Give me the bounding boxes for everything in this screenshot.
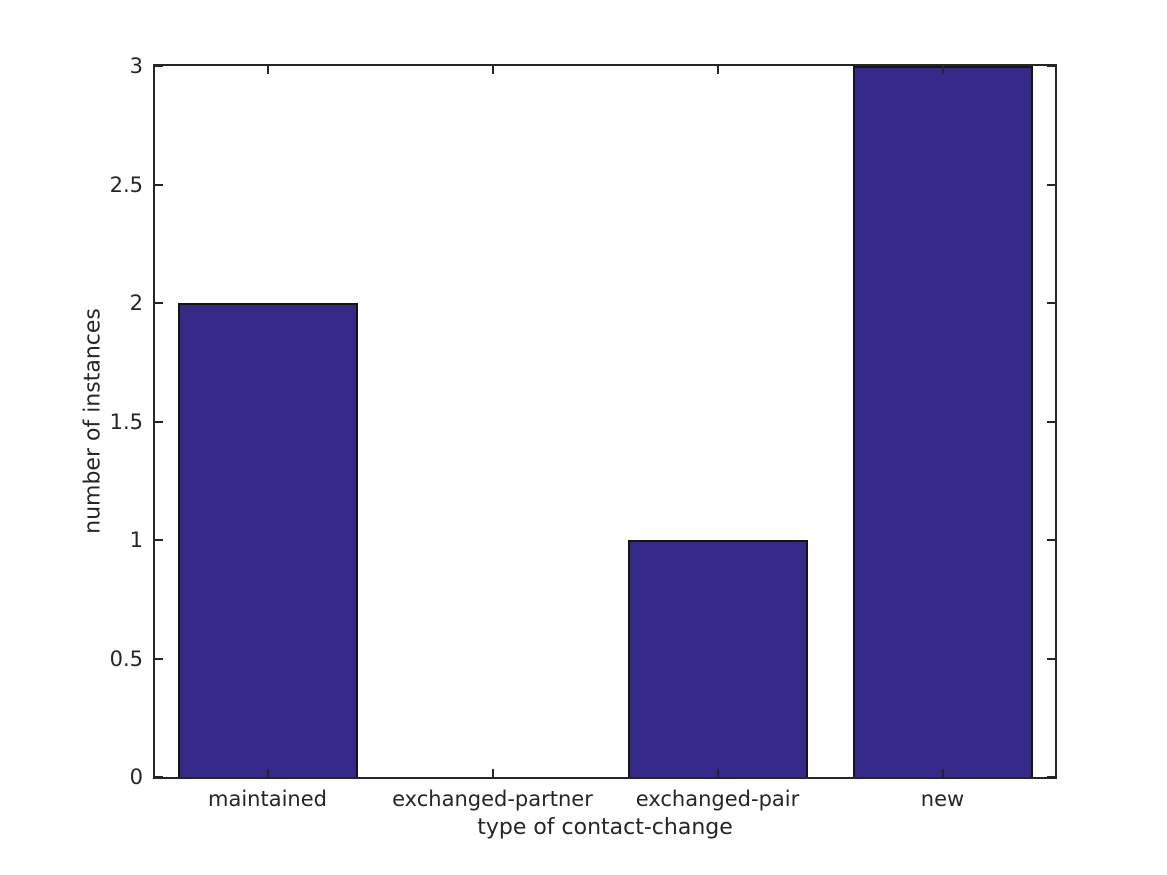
y-tick-label: 1 [129,528,143,552]
x-tick-top [941,66,944,74]
x-tick-label-exchanged-partner: exchanged-partner [392,787,593,811]
y-tick-label: 0.5 [109,646,143,671]
x-tick-top [266,66,269,74]
y-tick-label: 0 [129,765,143,789]
y-axis-label: number of instances [80,308,106,534]
y-tick-left [155,420,163,423]
x-tick-bottom [941,769,944,777]
bar-maintained [177,303,358,777]
x-tick-bottom [266,769,269,777]
bar-new [852,66,1033,777]
x-tick-bottom [716,769,719,777]
y-tick-right [1047,657,1055,660]
x-axis-label: type of contact-change [477,815,733,840]
y-tick-right [1047,302,1055,304]
y-tick-label: 2 [129,291,143,315]
y-tick-left [155,302,163,304]
y-tick-label: 1.5 [109,409,143,434]
x-tick-label-exchanged-pair: exchanged-pair [635,787,800,811]
x-tick-top [491,66,494,74]
y-tick-right [1047,65,1055,67]
y-tick-label: 3 [129,54,143,78]
y-tick-left [155,65,163,67]
y-tick-right [1047,183,1055,186]
y-tick-label: 2.5 [109,172,143,197]
plot-area [153,64,1057,779]
y-tick-right [1047,420,1055,423]
x-tick-top [716,66,719,74]
y-tick-left [155,539,163,541]
y-tick-right [1047,776,1055,778]
x-tick-label-maintained: maintained [208,787,327,811]
x-tick-label-new: new [920,787,965,811]
x-tick-bottom [491,769,494,777]
bar-exchanged-pair [627,540,808,777]
y-tick-right [1047,539,1055,541]
y-tick-left [155,183,163,186]
y-tick-left [155,657,163,660]
y-tick-left [155,776,163,778]
